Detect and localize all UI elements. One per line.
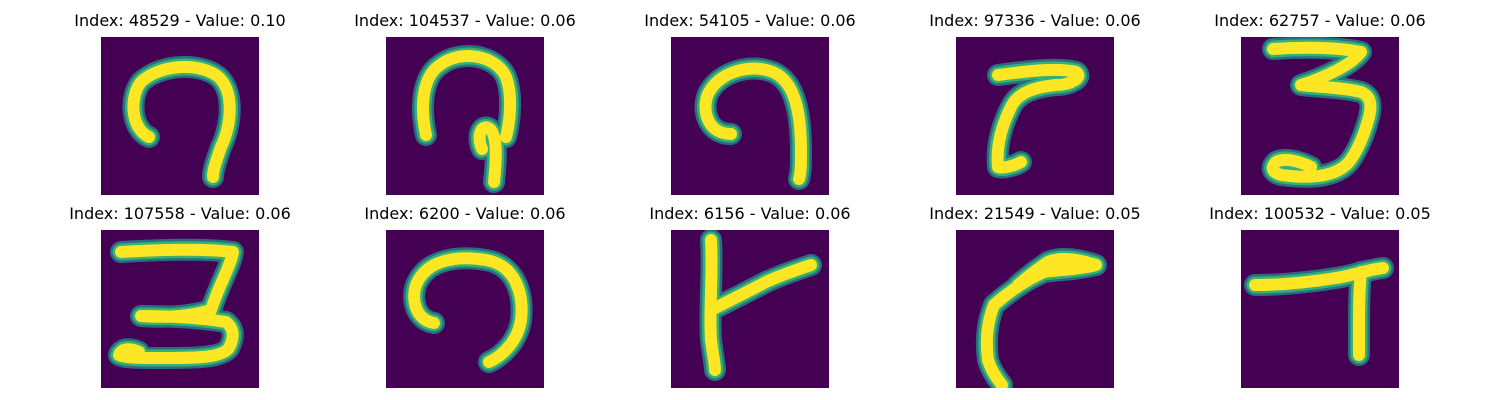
- digit-image: [1241, 230, 1399, 388]
- panel-title: Index: 6156 - Value: 0.06: [649, 204, 851, 223]
- digit-image: [671, 230, 829, 388]
- stroke-core: [113, 243, 239, 364]
- image-background: [1241, 230, 1399, 388]
- digit-panel: Index: 6156 - Value: 0.06: [620, 203, 880, 388]
- digit-panel: Index: 100532 - Value: 0.05: [1190, 203, 1450, 388]
- digit-image: [101, 37, 259, 195]
- stroke-core: [980, 252, 1102, 388]
- panel-title: Index: 21549 - Value: 0.05: [929, 204, 1141, 223]
- stroke-core: [704, 234, 817, 376]
- panel-title: Index: 62757 - Value: 0.06: [1214, 11, 1426, 30]
- image-background: [671, 230, 829, 388]
- digit-image: [101, 230, 259, 388]
- stroke-core: [1266, 41, 1377, 183]
- digit-panel: Index: 107558 - Value: 0.06: [50, 203, 310, 388]
- panel-title: Index: 54105 - Value: 0.06: [644, 11, 856, 30]
- digit-image: [956, 37, 1114, 195]
- stroke-core: [127, 60, 236, 183]
- stroke-core: [416, 49, 517, 188]
- digit-panel: Index: 48529 - Value: 0.10: [50, 10, 310, 195]
- digit-panel: Index: 6200 - Value: 0.06: [335, 203, 595, 388]
- panel-title: Index: 6200 - Value: 0.06: [364, 204, 566, 223]
- panel-title: Index: 100532 - Value: 0.05: [1209, 204, 1431, 223]
- panel-title: Index: 48529 - Value: 0.10: [74, 11, 286, 30]
- stroke-core: [1249, 262, 1389, 361]
- digit-panel: Index: 21549 - Value: 0.05: [905, 203, 1165, 388]
- panel-title: Index: 107558 - Value: 0.06: [69, 204, 291, 223]
- digit-panel: Index: 62757 - Value: 0.06: [1190, 10, 1450, 195]
- panel-title: Index: 104537 - Value: 0.06: [354, 11, 576, 30]
- panel-title: Index: 97336 - Value: 0.06: [929, 11, 1141, 30]
- digit-image: [386, 230, 544, 388]
- stroke-core: [408, 252, 528, 368]
- digit-image: [671, 37, 829, 195]
- stroke-core: [699, 62, 807, 185]
- digit-image: [956, 230, 1114, 388]
- digit-panel: Index: 104537 - Value: 0.06: [335, 10, 595, 195]
- digit-image: [386, 37, 544, 195]
- digit-panel: Index: 54105 - Value: 0.06: [620, 10, 880, 195]
- digit-image: [1241, 37, 1399, 195]
- stroke-core: [991, 63, 1085, 174]
- digit-panel: Index: 97336 - Value: 0.06: [905, 10, 1165, 195]
